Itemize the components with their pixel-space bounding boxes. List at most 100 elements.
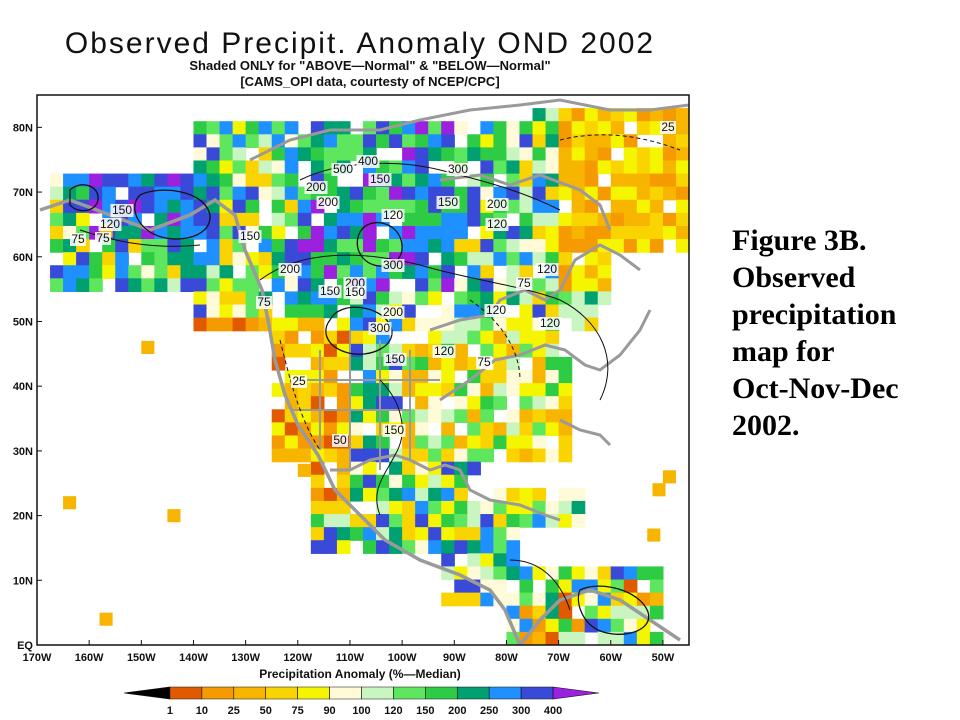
anomaly-cell [219, 225, 234, 240]
anomaly-cell [662, 134, 677, 148]
anomaly-cell [545, 618, 560, 633]
anomaly-cell [493, 317, 508, 332]
anomaly-cell [389, 487, 403, 502]
longitude-tick-label: 100W [388, 652, 417, 664]
anomaly-cell [349, 396, 364, 410]
anomaly-cell [467, 239, 481, 253]
anomaly-cell [454, 304, 468, 319]
anomaly-cell [206, 186, 221, 201]
legend-tick-label: 1 [167, 705, 173, 717]
anomaly-cell [141, 265, 155, 279]
anomaly-cell [141, 186, 155, 201]
anomaly-cell [389, 239, 403, 253]
anomaly-cell [545, 134, 560, 148]
anomaly-cell [402, 199, 416, 214]
anomaly-cell [415, 147, 429, 162]
anomaly-cell [141, 239, 155, 253]
anomaly-cell [323, 239, 338, 253]
anomaly-cell [167, 252, 182, 266]
color-legend: 1 10 25 50 75 90 100 120 150 200 250 300 400 [123, 686, 600, 717]
anomaly-cell [545, 304, 560, 319]
anomaly-cell [532, 304, 547, 319]
anomaly-cell [363, 265, 377, 279]
anomaly-cell [336, 239, 351, 253]
anomaly-cell [323, 422, 338, 437]
anomaly-cell [76, 173, 90, 188]
anomaly-cell [206, 147, 221, 162]
contour-label: 500 [331, 162, 355, 176]
contour-label: 150 [383, 352, 407, 366]
anomaly-cell [258, 121, 273, 135]
contour-label: 400 [356, 154, 380, 168]
anomaly-cell [284, 435, 299, 450]
anomaly-cell [128, 278, 142, 293]
anomaly-cell [232, 147, 247, 162]
anomaly-cell [441, 592, 455, 607]
anomaly-cell [571, 291, 586, 306]
anomaly-cell [154, 252, 168, 266]
legend-swatch [169, 686, 203, 700]
contour-label: 120 [484, 303, 508, 317]
anomaly-cell [389, 461, 403, 476]
anomaly-cell [258, 265, 273, 279]
anomaly-cell [415, 409, 429, 423]
anomaly-cell [323, 500, 338, 515]
anomaly-cell [349, 199, 364, 214]
anomaly-cell [297, 304, 312, 319]
anomaly-cell [636, 199, 651, 214]
anomaly-cell [441, 147, 455, 162]
svg-text:50: 50 [333, 433, 347, 447]
anomaly-cell [310, 540, 325, 554]
map-frame [36, 94, 690, 646]
anomaly-cell [467, 527, 481, 541]
anomaly-cell [467, 461, 481, 476]
anomaly-cell [467, 147, 481, 162]
svg-text:150: 150 [384, 423, 404, 437]
anomaly-cell [402, 422, 416, 437]
anomaly-cell [480, 252, 494, 266]
anomaly-cell [349, 330, 364, 345]
anomaly-cell [454, 409, 468, 423]
anomaly-cell [571, 160, 586, 175]
anomaly-cell [454, 225, 468, 240]
anomaly-cell [63, 496, 77, 510]
anomaly-cell [610, 160, 625, 175]
anomaly-cell [441, 134, 455, 148]
anomaly-cell [467, 134, 481, 148]
anomaly-cell [206, 304, 221, 319]
anomaly-cell [675, 134, 689, 148]
contour-label: 300 [368, 321, 392, 335]
anomaly-cell [219, 265, 234, 279]
anomaly-cell [415, 278, 429, 293]
anomaly-cell [428, 225, 442, 240]
anomaly-cell [558, 383, 573, 397]
anomaly-cell [323, 225, 338, 240]
anomaly-cell [662, 212, 677, 227]
anomaly-cell [506, 605, 521, 620]
anomaly-cell [389, 370, 403, 384]
anomaly-cell [545, 500, 560, 515]
svg-text:150: 150 [112, 203, 132, 217]
anomaly-cell [415, 317, 429, 332]
anomaly-cell [284, 173, 299, 188]
anomaly-cell [649, 605, 664, 620]
anomaly-cell [206, 160, 221, 175]
anomaly-cell [245, 160, 260, 175]
anomaly-cell [558, 160, 573, 175]
anomaly-cell [571, 173, 586, 188]
anomaly-cell [623, 108, 638, 122]
anomaly-cell [558, 566, 573, 581]
svg-text:200: 200 [487, 197, 507, 211]
anomaly-cell [63, 252, 77, 266]
anomaly-cell [636, 108, 651, 122]
anomaly-cell [141, 278, 155, 293]
anomaly-cell [271, 448, 286, 463]
anomaly-cell [532, 199, 547, 214]
anomaly-cell [389, 291, 403, 306]
anomaly-cell [545, 147, 560, 162]
anomaly-cell [349, 422, 364, 437]
anomaly-cell [480, 553, 494, 568]
anomaly-cell [649, 173, 664, 188]
anomaly-cell [493, 370, 508, 384]
anomaly-cell [506, 592, 521, 607]
